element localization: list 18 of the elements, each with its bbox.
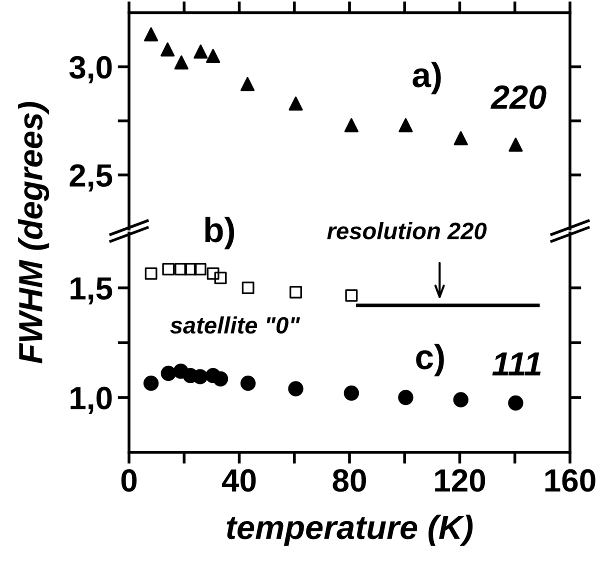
y-tick-label: 1,0 — [70, 386, 112, 414]
x-tick-label: 120 — [435, 469, 486, 492]
y-axis-title: FWHM (degrees) — [18, 102, 50, 364]
annotation: 111 — [492, 352, 541, 376]
annotation: resolution 220 — [327, 222, 487, 240]
x-tick-label: 80 — [332, 469, 366, 492]
x-tick-label: 0 — [121, 469, 137, 492]
y-tick-label: 2,5 — [70, 164, 112, 192]
annotation: c) — [416, 344, 444, 376]
annotation: satellite "0" — [170, 316, 300, 334]
x-tick-label: 40 — [222, 469, 256, 492]
y-tick-label: 1,5 — [70, 277, 112, 304]
y-tick-label: 3,0 — [69, 56, 112, 84]
annotation: a) — [412, 62, 441, 94]
x-axis-title: temperature (K) — [226, 514, 473, 546]
x-tick-label: 160 — [545, 469, 596, 492]
annotation: 220 — [490, 85, 546, 110]
annotation: b) — [205, 216, 234, 250]
